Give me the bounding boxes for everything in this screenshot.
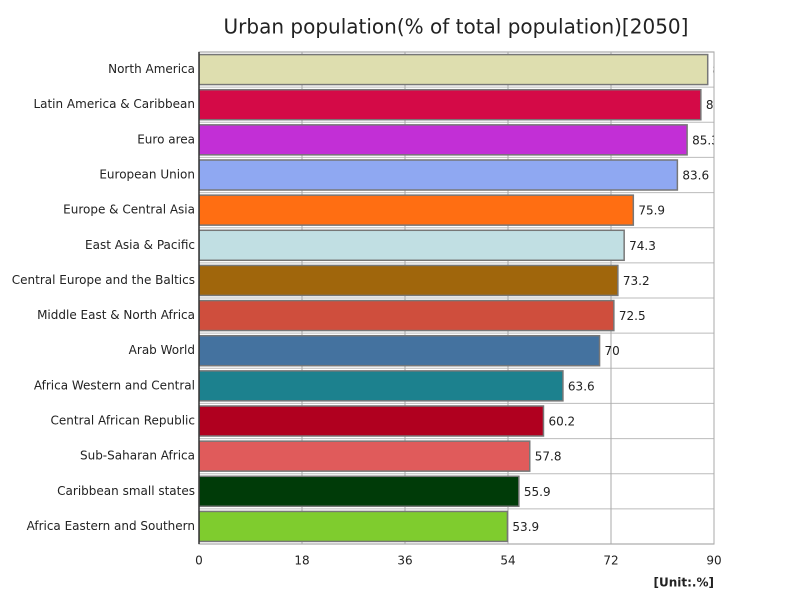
y-tick-label: Africa Eastern and Southern: [27, 519, 195, 533]
y-tick-label: European Union: [99, 168, 195, 182]
y-tick-label: East Asia & Pacific: [85, 238, 195, 252]
data-label: 70: [605, 344, 620, 358]
data-label: 57.8: [535, 450, 562, 464]
bar: [199, 370, 564, 402]
bar: [199, 88, 702, 121]
bar: [199, 405, 545, 437]
data-label: 74.3: [629, 239, 656, 253]
x-tick-label: 0: [195, 554, 203, 568]
bar: [199, 194, 635, 226]
bar: [199, 229, 625, 262]
bar: [199, 159, 679, 191]
bar: [199, 510, 509, 543]
y-tick-label: Africa Western and Central: [34, 378, 195, 392]
bar: [199, 475, 520, 508]
x-tick-label: 36: [397, 554, 412, 568]
x-tick-label: 54: [500, 554, 515, 568]
y-tick-label: Latin America & Caribbean: [33, 97, 195, 111]
x-tick-label: 90: [706, 554, 721, 568]
data-label: 88.9: [713, 63, 740, 77]
y-tick-label: Arab World: [129, 343, 195, 357]
y-tick-label: Caribbean small states: [57, 484, 195, 498]
x-tick-label: 72: [603, 554, 618, 568]
bar: [199, 334, 601, 367]
bars-group: 88.9 87.7 85.3 83.6 75.9 74.3 73.2 72.5 70 63.6 60…: [199, 53, 740, 543]
data-label: 87.7: [706, 98, 733, 112]
data-label: 83.6: [682, 169, 709, 183]
bar: [199, 299, 615, 332]
y-tick-label: North America: [108, 62, 195, 76]
y-tick-label: Sub-Saharan Africa: [80, 449, 195, 463]
data-label: 55.9: [524, 485, 551, 499]
data-label: 85.3: [692, 133, 719, 147]
bar: [199, 53, 709, 86]
data-label: 63.6: [568, 379, 595, 393]
bar: [199, 440, 531, 472]
y-tick-label: Euro area: [137, 132, 195, 146]
chart-title: Urban population(% of total population)[…: [224, 15, 689, 39]
y-tick-label: Central African Republic: [51, 414, 195, 428]
unit-label: [Unit:.%]: [654, 576, 715, 590]
data-label: 73.2: [623, 274, 650, 288]
y-tick-label: Central Europe and the Baltics: [12, 273, 195, 287]
y-tick-label: Europe & Central Asia: [63, 203, 195, 217]
data-label: 72.5: [619, 309, 646, 323]
data-label: 75.9: [638, 204, 665, 218]
data-label: 53.9: [512, 520, 539, 534]
x-tick-label: 18: [294, 554, 309, 568]
bar: [199, 124, 688, 156]
data-label: 60.2: [548, 415, 575, 429]
y-tick-label: Middle East & North Africa: [37, 308, 195, 322]
bar: [199, 264, 619, 297]
